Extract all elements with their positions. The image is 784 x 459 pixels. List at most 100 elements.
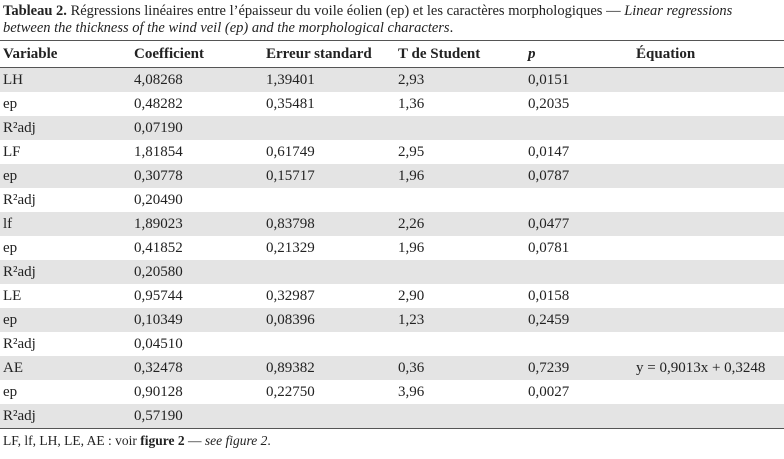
- table-cell: [633, 284, 784, 308]
- table-cell: 1,23: [395, 308, 525, 332]
- table-cell: 2,90: [398, 287, 425, 304]
- table-cell: 0,08396: [263, 308, 395, 332]
- table-cell: 0,15717: [263, 164, 395, 188]
- table-cell: [633, 140, 784, 164]
- table-cell: 0,95744: [134, 287, 183, 304]
- table-cell: R²adj: [3, 335, 36, 352]
- table-row: ep 0,10349 0,08396 1,23 0,2459: [0, 308, 784, 332]
- header-cell: Coefficient: [131, 40, 263, 68]
- table-cell: 0,90128: [134, 383, 183, 400]
- footnote-bold: figure 2: [140, 433, 185, 448]
- table-cell: [633, 92, 784, 116]
- table-cell: 1,36: [398, 95, 425, 112]
- table-cell: 0,83798: [263, 212, 395, 236]
- table-cell: 0,07190: [131, 116, 263, 140]
- table-row: ep 0,90128 0,22750 3,96 0,0027: [0, 380, 784, 404]
- table-cell: ep: [0, 308, 131, 332]
- table-cell: [525, 332, 633, 356]
- table-cell: R²adj: [3, 191, 36, 208]
- table-cell: [395, 404, 525, 429]
- header-cell: Variable: [0, 40, 131, 68]
- table-cell: 1,89023: [131, 212, 263, 236]
- header-cell: p: [525, 40, 633, 68]
- table-cell: 0,20490: [134, 191, 183, 208]
- table-cell: 0,2035: [528, 95, 570, 112]
- table-cell: [395, 260, 525, 284]
- table-cell: [263, 116, 395, 140]
- table-cell: [525, 404, 633, 429]
- caption-end: .: [449, 20, 454, 36]
- table-cell: ep: [3, 95, 18, 112]
- table-cell: [395, 332, 525, 356]
- table-cell: 0,0781: [528, 239, 570, 256]
- header-cell: Équation: [633, 40, 784, 68]
- table-row: LH 4,08268 1,39401 2,93 0,0151: [0, 67, 784, 92]
- footnote-italic: see figure 2: [204, 433, 268, 448]
- table-cell: 0,0147: [528, 143, 570, 160]
- header-cell: T de Student: [395, 40, 525, 68]
- table-cell: lf: [0, 212, 131, 236]
- table-cell: [633, 308, 784, 332]
- table-cell: [263, 404, 395, 429]
- table-cell: 2,93: [395, 67, 525, 92]
- table-cell: 0,04510: [134, 335, 183, 352]
- table-cell: [633, 380, 784, 404]
- table-cell: [633, 236, 784, 260]
- table-cell: 0,7239: [525, 356, 633, 380]
- table-cell: 0,36: [395, 356, 525, 380]
- table-cell: 0,0151: [525, 67, 633, 92]
- table-cell: [395, 116, 525, 140]
- table-cell: ep: [3, 383, 18, 400]
- table-cell: 2,95: [398, 143, 425, 160]
- table-cell: 1,96: [398, 239, 425, 256]
- table-cell: 0,2459: [525, 308, 633, 332]
- caption: Tableau 2. Régressions linéaires entre l…: [0, 0, 784, 40]
- table-cell: 0,32478: [131, 356, 263, 380]
- table-cell: 0,0027: [528, 383, 570, 400]
- table-cell: 0,35481: [266, 95, 315, 112]
- table-cell: ep: [3, 239, 18, 256]
- table-cell: 0,32987: [266, 287, 315, 304]
- table-cell: 0,61749: [266, 143, 315, 160]
- table-cell: 0,20580: [131, 260, 263, 284]
- footnote-sep: —: [184, 433, 205, 448]
- table-row: ep 0,41852 0,21329 1,96 0,0781: [0, 236, 784, 260]
- caption-english: Linear regressions between the thickness…: [3, 3, 733, 36]
- table-row: ep 0,30778 0,15717 1,96 0,0787: [0, 164, 784, 188]
- table-cell: 0,48282: [134, 95, 183, 112]
- table-cell: R²adj: [0, 404, 131, 429]
- table-cell: [633, 116, 784, 140]
- table-cell: 0,10349: [131, 308, 263, 332]
- header-row: Variable Coefficient Erreur standard T de S…: [0, 40, 784, 68]
- table-cell: [395, 188, 525, 212]
- table-cell: 2,26: [395, 212, 525, 236]
- table-row: ep 0,48282 0,35481 1,36 0,2035: [0, 92, 784, 116]
- table-cell: [633, 67, 784, 92]
- table-cell: 0,57190: [131, 404, 263, 429]
- table-row: AE 0,32478 0,89382 0,36 0,7239 y = 0,9013x + …: [0, 356, 784, 380]
- footnote-text: LF, lf, LH, LE, AE : voir: [3, 433, 141, 448]
- table-row: R²adj 0,04510: [0, 332, 784, 356]
- table-cell: ep: [0, 164, 131, 188]
- table-cell: R²adj: [0, 260, 131, 284]
- table-cell: [633, 332, 784, 356]
- table-row: LE 0,95744 0,32987 2,90 0,0158: [0, 284, 784, 308]
- table-cell: 1,96: [395, 164, 525, 188]
- table-cell: R²adj: [0, 116, 131, 140]
- table-cell: 0,22750: [266, 383, 315, 400]
- table-cell: LE: [3, 287, 22, 304]
- table-row: LF 1,81854 0,61749 2,95 0,0147: [0, 140, 784, 164]
- table-cell: [633, 164, 784, 188]
- table-cell: [263, 332, 395, 356]
- table-cell: 1,39401: [263, 67, 395, 92]
- table-cell: 0,0477: [525, 212, 633, 236]
- table-cell: [633, 212, 784, 236]
- table-cell: AE: [0, 356, 131, 380]
- table-cell: LF: [3, 143, 21, 160]
- table-cell: [633, 260, 784, 284]
- footnote: LF, lf, LH, LE, AE : voir figure 2 — see…: [0, 429, 784, 449]
- caption-french: Régressions linéaires entre l’épaisseur …: [66, 3, 625, 19]
- table-cell: 0,30778: [131, 164, 263, 188]
- table-cell: 4,08268: [131, 67, 263, 92]
